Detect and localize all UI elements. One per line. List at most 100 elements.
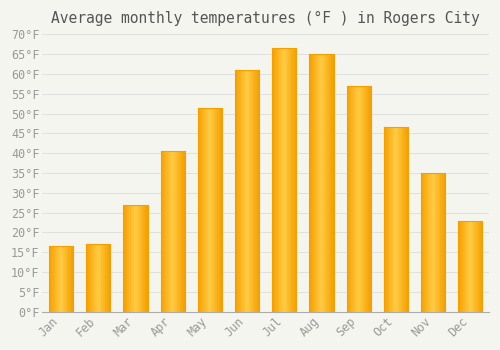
Bar [68,246,69,312]
Bar [320,54,322,312]
Bar [312,54,314,312]
Bar [238,70,239,312]
Bar [247,70,248,312]
Bar [164,151,166,312]
Bar [251,70,252,312]
Bar [106,244,107,312]
Bar [288,48,289,312]
Bar [402,127,403,312]
Bar [103,244,104,312]
Bar [64,246,65,312]
Bar [98,244,99,312]
Bar [167,151,168,312]
Bar [403,127,404,312]
Bar [141,205,142,312]
Bar [69,246,70,312]
Bar [330,54,331,312]
Bar [61,246,62,312]
Bar [60,246,61,312]
Bar [140,205,141,312]
Bar [168,151,170,312]
Bar [212,107,213,312]
Bar [272,48,273,312]
Bar [124,205,125,312]
Bar [209,107,210,312]
Bar [138,205,140,312]
Bar [200,107,201,312]
Bar [361,86,362,312]
Bar [399,127,400,312]
Bar [104,244,106,312]
Bar [392,127,394,312]
Bar [96,244,98,312]
Bar [328,54,330,312]
Bar [471,220,472,312]
Bar [239,70,240,312]
Bar [214,107,216,312]
Bar [463,220,464,312]
Bar [356,86,357,312]
Bar [331,54,332,312]
Bar [346,86,348,312]
Bar [163,151,164,312]
Bar [443,173,444,312]
Bar [364,86,365,312]
Bar [125,205,126,312]
Bar [66,246,68,312]
Bar [202,107,203,312]
Bar [235,70,236,312]
Bar [442,173,443,312]
Bar [369,86,370,312]
Bar [388,127,390,312]
Bar [252,70,254,312]
Title: Average monthly temperatures (°F ) in Rogers City: Average monthly temperatures (°F ) in Ro… [52,11,480,26]
Bar [256,70,258,312]
Bar [236,70,238,312]
Bar [137,205,138,312]
Bar [460,220,462,312]
Bar [246,70,247,312]
Bar [179,151,180,312]
Bar [216,107,217,312]
Bar [244,70,246,312]
Bar [310,54,311,312]
Bar [128,205,129,312]
Bar [429,173,430,312]
Bar [162,151,163,312]
Bar [354,86,356,312]
Bar [470,220,471,312]
Bar [437,173,438,312]
Bar [50,246,51,312]
Bar [365,86,366,312]
Bar [474,220,475,312]
Bar [441,173,442,312]
Bar [176,151,178,312]
Bar [315,54,316,312]
Bar [91,244,92,312]
Bar [349,86,350,312]
Bar [205,107,206,312]
Bar [248,70,250,312]
Bar [53,246,54,312]
Bar [210,107,212,312]
Bar [293,48,294,312]
Bar [327,54,328,312]
Bar [440,173,441,312]
Bar [428,173,429,312]
Bar [357,86,358,312]
Bar [254,70,255,312]
Bar [467,220,468,312]
Bar [100,244,102,312]
Bar [90,244,91,312]
Bar [133,205,134,312]
Bar [107,244,108,312]
Bar [277,48,278,312]
Bar [206,107,208,312]
Bar [319,54,320,312]
Bar [180,151,182,312]
Bar [476,220,478,312]
Bar [434,173,436,312]
Bar [358,86,360,312]
Bar [198,107,200,312]
Bar [284,48,285,312]
